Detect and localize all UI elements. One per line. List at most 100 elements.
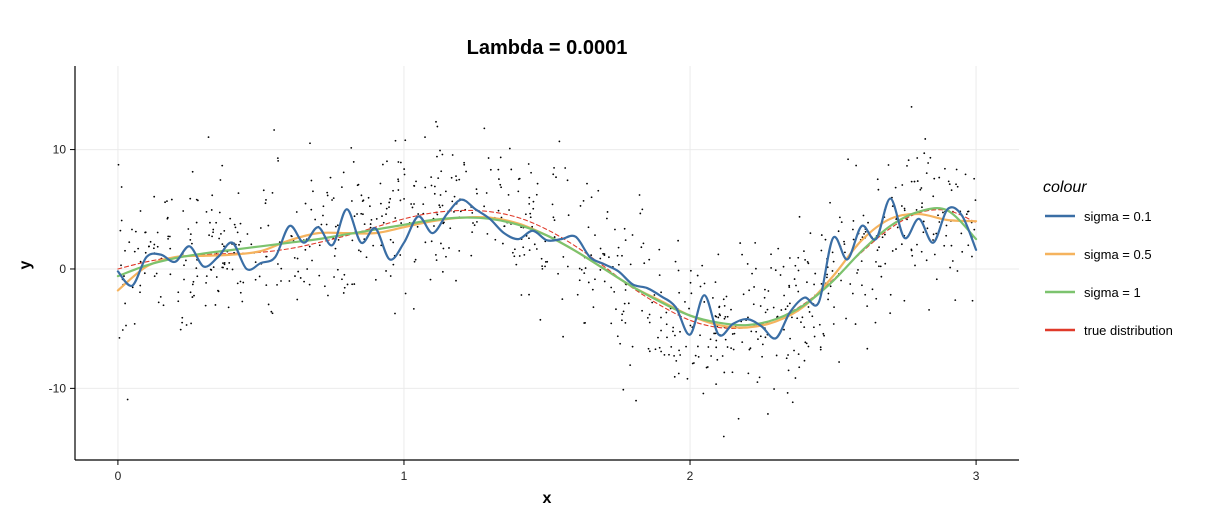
scatter-point [121, 329, 124, 331]
scatter-point [827, 292, 830, 295]
scatter-point [665, 311, 668, 314]
chart-title: Lambda = 0.0001 [467, 37, 628, 59]
x-tick-label: 0 [115, 469, 122, 483]
scatter-point [511, 251, 514, 254]
scatter-point [831, 270, 834, 272]
scatter-point [471, 231, 474, 234]
scatter-point [845, 317, 847, 320]
scatter-point [688, 307, 690, 310]
scatter-point [717, 316, 720, 319]
scatter-point [242, 281, 245, 284]
scatter-point [840, 221, 843, 224]
scatter-point [824, 238, 827, 241]
y-axis-title: y [17, 260, 34, 269]
scatter-point [925, 259, 928, 262]
scatter-point [621, 319, 623, 322]
scatter-point [487, 157, 490, 159]
scatter-point [228, 262, 231, 264]
scatter-point [922, 220, 925, 223]
scatter-point [578, 279, 581, 282]
scatter-point [417, 213, 420, 215]
scatter-point [177, 300, 180, 303]
scatter-point [221, 243, 224, 245]
scatter-point [445, 255, 447, 258]
scatter-point [237, 192, 240, 195]
scatter-point [498, 178, 500, 180]
scatter-point [470, 254, 473, 257]
scatter-point [337, 239, 340, 241]
scatter-point [806, 260, 809, 263]
scatter-point [333, 276, 335, 278]
scatter-point [732, 348, 735, 351]
scatter-point [497, 168, 500, 171]
scatter-point [528, 196, 531, 199]
scatter-point [397, 161, 400, 163]
scatter-point [189, 291, 192, 294]
scatter-point [118, 336, 121, 339]
scatter-point [929, 156, 932, 159]
scatter-point [196, 275, 199, 278]
scatter-point [288, 280, 291, 282]
scatter-point [910, 248, 913, 251]
scatter-point [430, 176, 433, 179]
scatter-point [932, 195, 935, 198]
scatter-point [437, 177, 440, 180]
y-tick-label: 10 [53, 143, 67, 157]
scatter-point [881, 236, 884, 239]
scatter-point [677, 239, 680, 242]
scatter-point [956, 185, 959, 188]
scatter-point [485, 192, 488, 194]
scatter-point [813, 335, 816, 338]
scatter-point [170, 198, 173, 201]
scatter-point [622, 388, 625, 391]
scatter-point [139, 291, 141, 294]
scatter-point [157, 301, 160, 304]
scatter-point [119, 229, 122, 232]
scatter-points [117, 105, 977, 438]
scatter-point [528, 249, 531, 252]
scatter-point [536, 182, 539, 185]
scatter-point [788, 302, 791, 305]
scatter-point [280, 280, 282, 282]
scatter-point [501, 242, 504, 245]
scatter-point [507, 193, 510, 196]
scatter-point [125, 324, 127, 327]
scatter-point [730, 308, 732, 311]
scatter-point [367, 196, 370, 199]
scatter-point [126, 398, 129, 401]
scatter-point [712, 297, 714, 299]
scatter-point [756, 381, 759, 384]
scatter-point [673, 375, 676, 378]
scatter-point [329, 176, 332, 179]
scatter-point [770, 253, 772, 256]
scatter-point [658, 274, 661, 277]
scatter-point [403, 198, 405, 200]
scatter-point [297, 270, 300, 273]
scatter-point [832, 260, 835, 263]
scatter-point [590, 196, 593, 199]
scatter-point [133, 250, 136, 253]
scatter-point [928, 308, 930, 311]
scatter-point [806, 281, 808, 284]
scatter-point [453, 210, 455, 213]
scatter-point [363, 223, 366, 226]
scatter-point [938, 221, 941, 223]
scatter-point [844, 251, 846, 254]
scatter-point [246, 233, 249, 235]
scatter-point [715, 339, 718, 342]
scatter-point [949, 266, 952, 269]
scatter-point [518, 177, 521, 180]
scatter-point [381, 163, 384, 166]
scatter-point [320, 223, 323, 226]
scatter-point [532, 200, 535, 203]
scatter-point [442, 247, 445, 250]
scatter-point [212, 231, 214, 234]
scatter-point [254, 278, 257, 281]
scatter-point [205, 275, 208, 278]
scatter-point [749, 347, 752, 350]
scatter-point [471, 212, 474, 214]
scatter-point [789, 337, 791, 340]
scatter-point [794, 264, 797, 267]
legend-label: sigma = 0.1 [1084, 209, 1152, 224]
scatter-point [657, 336, 659, 339]
